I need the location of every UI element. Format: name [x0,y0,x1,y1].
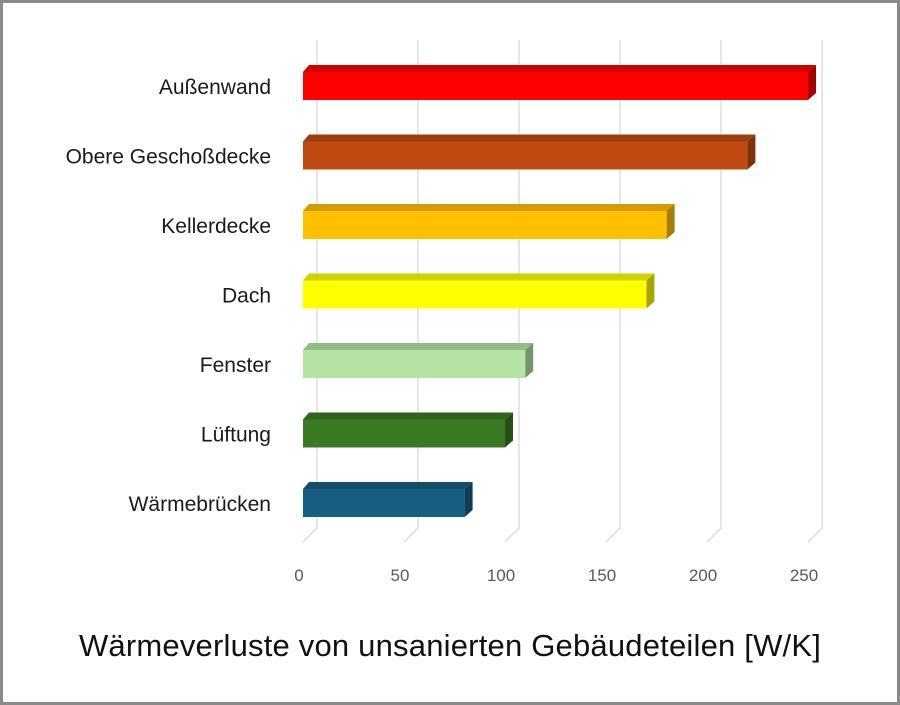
gridline-200 [706,40,722,543]
category-label: Dach [222,285,271,308]
bar-top-face [303,412,513,420]
bar-top-face [303,134,756,142]
bar-front-face [303,280,647,309]
bar-4 [303,343,534,378]
bar-front-face [303,489,465,517]
x-tick-label: 150 [588,566,616,585]
gridline-250 [807,40,823,543]
bars [303,65,816,517]
category-label: Obere Geschoßdecke [66,146,271,169]
gridline-100 [504,40,520,543]
bar-front-face [303,350,526,378]
bar-top-face [303,343,534,350]
bar-side-face [505,412,513,448]
category-labels: Außenwand Obere Geschoßdecke Kellerdecke Da… [66,76,271,516]
bar-5 [303,412,513,448]
bar-top-face [303,204,675,211]
bar-3 [303,273,655,309]
gridline-50 [403,40,419,543]
bar-front-face [303,72,808,100]
tick-labels: 0 50 100 150 200 250 [294,566,818,585]
bar-side-face [747,134,756,170]
grid-lines [302,40,823,543]
bar-top-face [303,482,473,489]
bar-top-face [303,273,655,281]
category-label: Außenwand [159,76,271,99]
x-tick-label: 100 [487,566,515,585]
bar-side-face [808,65,816,100]
x-tick-label: 200 [689,566,717,585]
category-label: Fenster [200,354,271,377]
gridline-150 [605,40,621,543]
bar-top-face [303,65,816,72]
bar-2 [303,204,675,239]
bar-side-face [525,343,534,378]
bar-front-face [303,211,667,239]
bar-side-face [646,273,655,309]
category-label: Wärmebrücken [129,493,271,516]
x-tick-label: 250 [790,566,818,585]
chart-title: Wärmeverluste von unsanierten Gebäudetei… [78,628,822,663]
bar-side-face [464,482,473,517]
bar-front-face [303,141,748,170]
bar-6 [303,482,473,517]
x-tick-label: 0 [294,566,303,585]
category-label: Lüftung [201,424,271,447]
bar-front-face [303,419,505,448]
bar-side-face [666,204,675,239]
category-label: Kellerdecke [161,215,271,238]
bar-1 [303,134,756,170]
bar-0 [303,65,816,100]
x-tick-label: 50 [391,566,410,585]
gridline-0 [302,40,318,543]
